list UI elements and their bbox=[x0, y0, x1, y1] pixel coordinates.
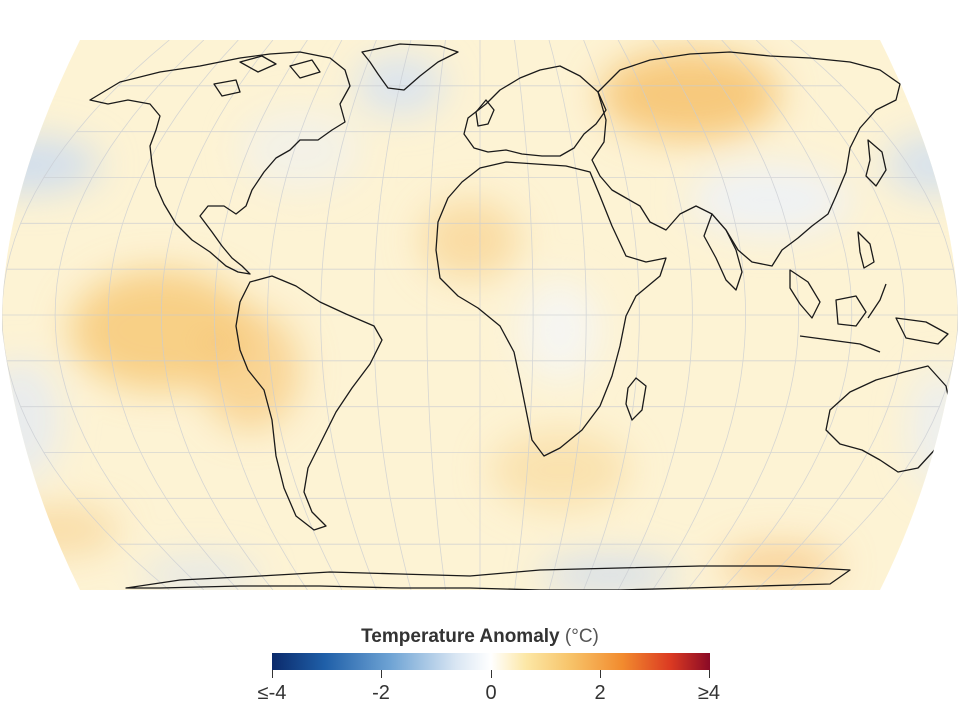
europe-coastline bbox=[463, 65, 607, 157]
south-america-coastline bbox=[235, 275, 383, 531]
new-zealand-coastline bbox=[933, 477, 957, 501]
legend-tick-mark bbox=[381, 670, 382, 678]
cool-anomaly-patch bbox=[690, 165, 850, 235]
meridian-line bbox=[107, 40, 239, 590]
meridian-line bbox=[54, 40, 205, 590]
meridian-line bbox=[160, 40, 274, 590]
new-guinea-coastline bbox=[895, 317, 949, 345]
legend-color-bar bbox=[272, 653, 710, 670]
warm-anomaly-patch bbox=[600, 50, 780, 140]
meridian-line bbox=[686, 40, 800, 590]
meridian-line bbox=[548, 40, 587, 590]
meridian-line bbox=[267, 40, 343, 590]
north-america-coastline bbox=[89, 51, 351, 275]
meridian-line bbox=[213, 40, 308, 590]
africa-coastline bbox=[435, 161, 667, 457]
warm-anomaly-patch bbox=[720, 545, 840, 585]
warm-anomaly-patch bbox=[420, 200, 520, 280]
legend-tick-mark bbox=[709, 670, 710, 678]
india-coastline bbox=[703, 213, 743, 291]
warm-anomaly-patch bbox=[1, 505, 120, 555]
legend-title: Temperature Anomaly (°C) bbox=[0, 626, 960, 648]
map-canvas bbox=[1, 40, 959, 590]
coastlines bbox=[89, 43, 957, 590]
borneo-coastline bbox=[835, 295, 867, 327]
greenland-coastline bbox=[361, 43, 459, 91]
madagascar-coastline bbox=[625, 377, 647, 421]
cool-anomaly-patch bbox=[1, 137, 100, 193]
warm-anomaly-patch bbox=[490, 430, 630, 510]
legend-tick-label-max: ≥4 bbox=[697, 682, 721, 704]
southeast-asia-coastline bbox=[789, 269, 821, 319]
japan-coastline bbox=[865, 139, 887, 187]
meridian-line bbox=[617, 40, 693, 590]
legend-unit: (°C) bbox=[564, 626, 599, 647]
world-temperature-anomaly-map bbox=[1, 40, 959, 590]
cool-anomaly-patch bbox=[140, 560, 260, 590]
asia-coastline bbox=[591, 51, 901, 267]
legend-title-text: Temperature Anomaly bbox=[361, 626, 560, 647]
meridian-line bbox=[583, 40, 640, 590]
cool-anomaly-patch bbox=[1, 360, 60, 480]
meridian-line bbox=[514, 40, 534, 590]
cool-anomaly-patch bbox=[240, 110, 360, 190]
meridian-line bbox=[426, 40, 446, 590]
legend-tick-label-zero: 0 bbox=[485, 682, 497, 704]
legend-tick-label-min: ≤-4 bbox=[257, 682, 287, 704]
antarctica-coastline bbox=[125, 565, 851, 590]
meridian-line bbox=[721, 40, 853, 590]
legend-tick-mark bbox=[272, 670, 273, 678]
meridian-line bbox=[652, 40, 747, 590]
meridian-line bbox=[755, 40, 906, 590]
indonesia-islands bbox=[799, 283, 887, 353]
meridian-line bbox=[320, 40, 377, 590]
canadian-arctic-islands bbox=[213, 55, 321, 97]
legend-tick-label-pos2: 2 bbox=[594, 682, 606, 704]
temperature-legend: Temperature Anomaly (°C) ≤-4 -2 0 2 ≥4 bbox=[0, 612, 960, 720]
legend-tick-mark bbox=[600, 670, 601, 678]
legend-tick-mark bbox=[491, 670, 492, 678]
legend-tick-label-neg2: -2 bbox=[372, 682, 390, 704]
philippines-coastline bbox=[857, 231, 875, 269]
uk-coastline bbox=[475, 99, 495, 127]
cool-anomaly-patch bbox=[540, 557, 680, 590]
meridian-line bbox=[373, 40, 412, 590]
anomaly-field bbox=[1, 40, 959, 590]
cool-anomaly-patch bbox=[520, 280, 600, 380]
